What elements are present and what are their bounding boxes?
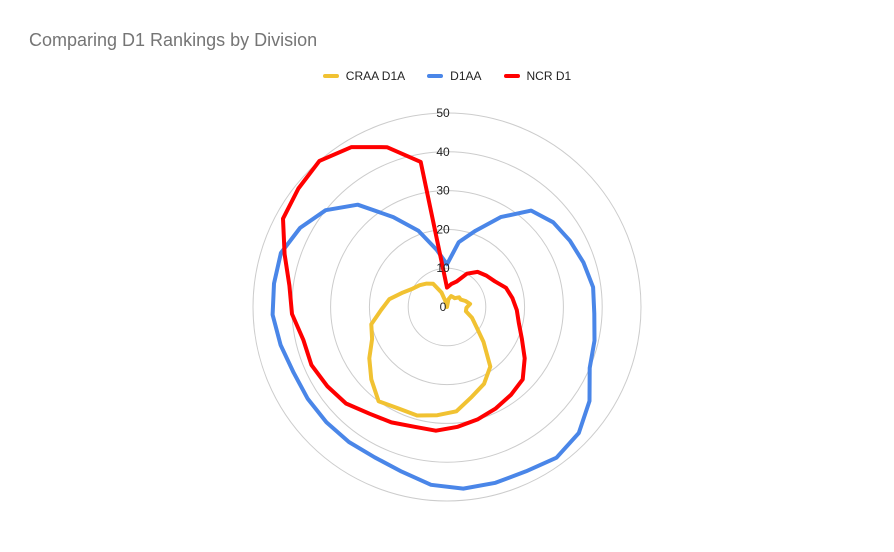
series-line-ncr-d1[interactable] xyxy=(281,145,527,433)
legend-item-ncr-d1[interactable]: NCR D1 xyxy=(503,69,572,83)
legend-label-craa-d1a: CRAA D1A xyxy=(345,69,406,83)
series-line-d1aa[interactable] xyxy=(270,202,597,491)
legend: CRAA D1A D1AA NCR D1 xyxy=(0,69,894,83)
tick-label: 0 xyxy=(440,300,447,314)
legend-swatch-ncr-d1 xyxy=(503,74,520,78)
legend-swatch-d1aa xyxy=(427,74,444,78)
legend-label-ncr-d1: NCR D1 xyxy=(526,69,572,83)
series-line-craa-d1a[interactable] xyxy=(367,281,493,418)
grid-ring xyxy=(368,228,526,386)
grid-ring xyxy=(252,112,642,502)
legend-label-d1aa: D1AA xyxy=(450,69,482,83)
grid-ring xyxy=(330,190,564,424)
series-layer xyxy=(270,145,597,491)
grid-ring xyxy=(407,267,487,347)
legend-swatch-craa-d1a xyxy=(322,74,339,78)
tick-label: 40 xyxy=(436,145,450,159)
chart-title: Comparing D1 Rankings by Division xyxy=(29,30,318,50)
legend-item-d1aa[interactable]: D1AA xyxy=(427,69,482,83)
radial-tick-labels: 0 10 20 30 40 50 xyxy=(436,106,450,314)
tick-label: 10 xyxy=(436,261,450,275)
tick-label: 20 xyxy=(436,222,450,236)
legend-item-craa-d1a[interactable]: CRAA D1A xyxy=(322,69,406,83)
tick-label: 50 xyxy=(436,106,450,120)
tick-label: 30 xyxy=(436,184,450,198)
